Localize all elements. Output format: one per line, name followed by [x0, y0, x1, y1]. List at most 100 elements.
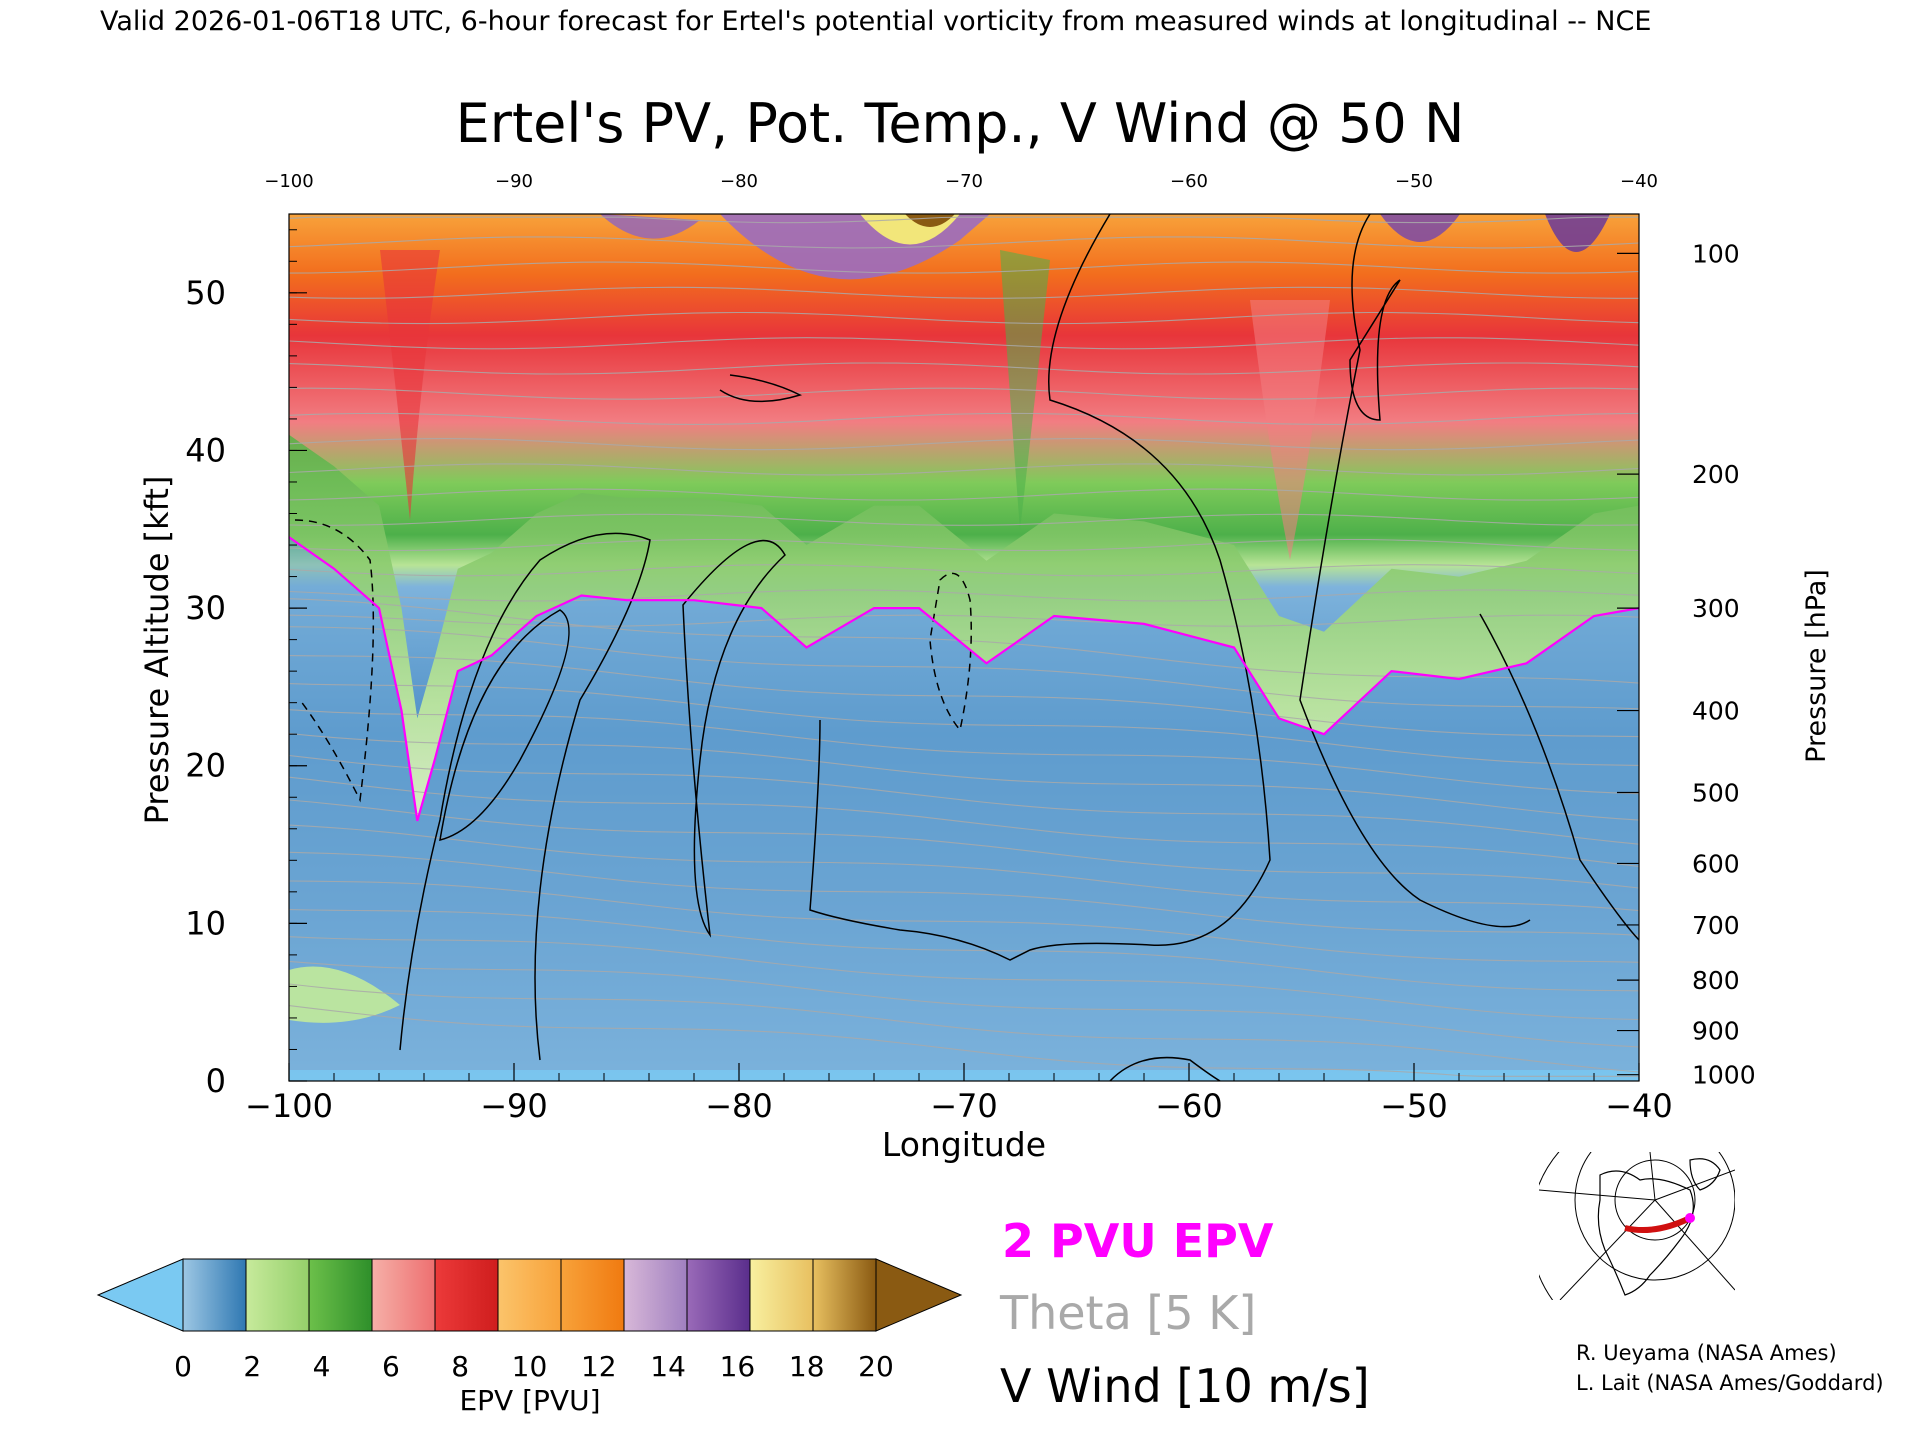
- theta-contour: [289, 655, 1639, 738]
- theta-contour: [289, 513, 1639, 526]
- colorbar-segment: [371, 1258, 436, 1332]
- v-wind-contour-0-f: [1109, 1056, 1221, 1081]
- colorbar-tick-label: 10: [512, 1350, 548, 1383]
- colorbar-tick-label: 14: [650, 1350, 686, 1383]
- inset-map-meridian: [1654, 1169, 1735, 1201]
- inset-map-latitude-ring: [1574, 1152, 1735, 1281]
- tropopause-fold-band: [289, 434, 1639, 821]
- colorbar-segment: [245, 1258, 310, 1332]
- stratospheric-pv-blobs: [380, 214, 1610, 560]
- theta-contour: [289, 851, 1639, 936]
- pv-blob-purple-far-east: [1545, 214, 1610, 252]
- y-tick-label: 30: [185, 589, 226, 627]
- theta-contour: [289, 936, 1639, 1021]
- x-tick-label: −60: [1155, 1087, 1223, 1125]
- inset-map-meridian: [1539, 1189, 1656, 1201]
- colorbar-segment: [434, 1258, 499, 1332]
- pressure-tick-label: 300: [1692, 594, 1740, 623]
- theta-contour: [289, 463, 1639, 476]
- x-tick-label: −50: [1380, 1087, 1448, 1125]
- colorbar-segment: [686, 1258, 751, 1332]
- colorbar-tick-label: 16: [720, 1350, 756, 1383]
- x-tick-label: −80: [705, 1087, 773, 1125]
- pressure-tick-label: 500: [1692, 779, 1740, 808]
- inset-map-meridian: [1649, 1152, 1656, 1201]
- colorbar-tick-label: 20: [858, 1350, 894, 1383]
- v-wind-contour-0-a: [682, 539, 786, 938]
- top-tick-label: −50: [1395, 171, 1433, 192]
- theta-contour: [289, 311, 1639, 325]
- top-tick-label: −80: [720, 171, 758, 192]
- v-wind-contour-0-b: [809, 214, 1271, 961]
- colorbar-segment: [560, 1258, 625, 1332]
- inset-map-cross-section-track: [1624, 1215, 1692, 1233]
- inset-map-coastline: [1597, 1170, 1694, 1296]
- theta-contour: [289, 412, 1639, 425]
- theta-contour: [289, 216, 1639, 224]
- inset-map-meridian: [1654, 1199, 1735, 1291]
- v-wind-contour-0-d: [399, 532, 651, 1061]
- pv-blob-purple-west: [600, 214, 700, 239]
- y-axis-left: 0 10 20 30 40 50: [185, 229, 307, 1100]
- v-wind-contour-10-a: [1349, 279, 1401, 421]
- pvu-2-contour: [289, 536, 1639, 822]
- theta-contour: [289, 261, 1639, 274]
- pressure-tick-label: 800: [1692, 966, 1740, 995]
- colorbar-under-arrow: [96, 1258, 184, 1332]
- theta-contour: [289, 564, 1639, 577]
- theta-contour: [289, 754, 1639, 845]
- y-tick-label: 10: [185, 904, 226, 942]
- theta-contour: [289, 488, 1639, 501]
- theta-contour: [289, 598, 1639, 684]
- theta-contour: [289, 960, 1639, 1048]
- theta-contour: [289, 626, 1639, 710]
- top-tick-label: −70: [945, 171, 983, 192]
- inset-map-track-endpoint: [1685, 1213, 1695, 1223]
- theta-contour: [289, 387, 1639, 400]
- colorbar: 0 2 4 6 8 10 12 14 16 18 20 EPV [PVU]: [96, 1258, 963, 1417]
- colorbar-segments: [182, 1258, 877, 1332]
- plot-area: [289, 214, 1639, 1081]
- colorbar-label: EPV [PVU]: [459, 1384, 600, 1417]
- y-tick-label: 40: [185, 431, 226, 469]
- y-axis-right: 100 200 300 400 500 600 700 800 900 1000: [1617, 239, 1756, 1090]
- theta-contour: [289, 983, 1639, 1073]
- theta-contour: [289, 362, 1639, 375]
- x-tick-label: −40: [1605, 1087, 1673, 1125]
- x-tick-label: −100: [245, 1087, 333, 1125]
- theta-contour: [289, 709, 1639, 795]
- pressure-tick-label: 400: [1692, 697, 1740, 726]
- troposphere-fill: [289, 537, 1639, 1081]
- theta-contour: [289, 614, 1639, 627]
- x-axis-label: Longitude: [882, 1125, 1046, 1164]
- theta-contour: [289, 286, 1639, 299]
- y-tick-label: 20: [185, 747, 226, 785]
- theta-contour: [289, 880, 1639, 963]
- theta-contour: [289, 236, 1639, 249]
- theta-contour: [289, 337, 1639, 350]
- y-axis-label-right: Pressure [hPa]: [1801, 569, 1832, 763]
- theta-contour: [289, 683, 1639, 766]
- top-tick-label: −60: [1170, 171, 1208, 192]
- colorbar-tick-label: 18: [789, 1350, 825, 1383]
- theta-contour: [289, 732, 1639, 821]
- pressure-tick-label: 1000: [1692, 1061, 1756, 1090]
- credit-line: R. Ueyama (NASA Ames): [1576, 1341, 1837, 1365]
- header-text: Valid 2026-01-06T18 UTC, 6-hour forecast…: [100, 6, 1651, 37]
- pv-blob-purple-east: [1380, 214, 1460, 242]
- top-axis: −100 −90 −80 −70 −60 −50 −40: [264, 171, 1658, 192]
- pressure-tick-label: 200: [1692, 460, 1740, 489]
- credits: R. Ueyama (NASA Ames) L. Lait (NASA Ames…: [1576, 1338, 1884, 1398]
- colorbar-segment: [182, 1258, 247, 1332]
- v-wind-contour-0-g: [719, 374, 803, 403]
- colorbar-tick-label: 6: [382, 1350, 400, 1383]
- pv-tongue-1: [380, 250, 440, 520]
- theta-contour: [289, 799, 1639, 889]
- legend-pvu: 2 PVU EPV: [1002, 1214, 1274, 1268]
- colorbar-over-arrow: [875, 1258, 963, 1332]
- v-wind-contour-0-c: [1299, 214, 1531, 928]
- v-wind-contour-neg10-b: [929, 572, 972, 732]
- inset-map-latitude-ring-inner: [1614, 1159, 1696, 1241]
- pv-tongue-3: [1250, 300, 1330, 560]
